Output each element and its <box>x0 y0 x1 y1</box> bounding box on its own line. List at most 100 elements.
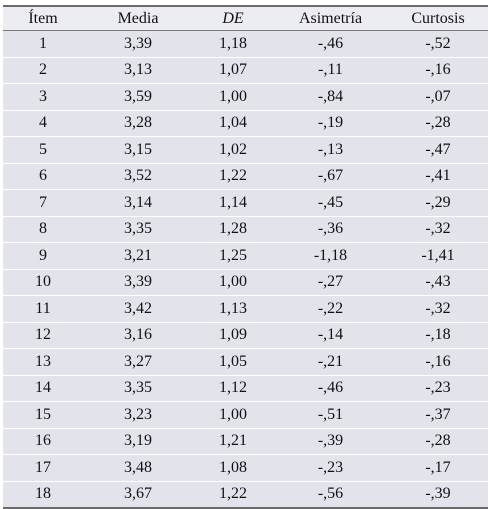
cell-skewness: -,46 <box>273 30 388 58</box>
cell-item: 1 <box>3 30 83 58</box>
table-row: 4 3,28 1,04 -,19 -,28 <box>3 110 488 137</box>
cell-mean: 3,14 <box>83 189 193 217</box>
table-row: 12 3,16 1,09 -,14 -,18 <box>3 322 488 349</box>
cell-kurtosis: -,29 <box>388 189 488 217</box>
table-row: 15 3,23 1,00 -,51 -,37 <box>3 401 488 429</box>
cell-sd: 1,04 <box>193 110 273 137</box>
cell-sd: 1,18 <box>193 30 273 58</box>
cell-skewness: -,51 <box>273 401 388 429</box>
cell-skewness: -,27 <box>273 269 388 296</box>
cell-sd: 1,07 <box>193 57 273 84</box>
cell-skewness: -,21 <box>273 348 388 376</box>
cell-sd: 1,08 <box>193 454 273 482</box>
cell-item: 2 <box>3 57 83 84</box>
cell-mean: 3,15 <box>83 136 193 164</box>
cell-mean: 3,52 <box>83 163 193 190</box>
cell-item: 9 <box>3 242 83 270</box>
cell-mean: 3,42 <box>83 295 193 323</box>
cell-kurtosis: -,17 <box>388 454 488 482</box>
cell-sd: 1,21 <box>193 428 273 455</box>
cell-sd: 1,25 <box>193 242 273 270</box>
cell-skewness: -,13 <box>273 136 388 164</box>
header-skewness: Asimetría <box>273 5 388 31</box>
descriptive-stats-table: Ítem Media DE Asimetría Curtosis 1 3,39 1,… <box>3 5 488 509</box>
cell-kurtosis: -,39 <box>388 481 488 509</box>
cell-item: 6 <box>3 163 83 190</box>
cell-sd: 1,28 <box>193 216 273 243</box>
header-mean: Media <box>83 5 193 31</box>
cell-sd: 1,09 <box>193 322 273 349</box>
cell-skewness: -1,18 <box>273 242 388 270</box>
table-row: 16 3,19 1,21 -,39 -,28 <box>3 428 488 455</box>
cell-skewness: -,14 <box>273 322 388 349</box>
cell-mean: 3,19 <box>83 428 193 455</box>
cell-sd: 1,00 <box>193 269 273 296</box>
cell-sd: 1,00 <box>193 83 273 111</box>
header-sd: DE <box>193 5 273 31</box>
cell-mean: 3,35 <box>83 216 193 243</box>
cell-kurtosis: -,16 <box>388 57 488 84</box>
cell-item: 14 <box>3 375 83 402</box>
cell-sd: 1,02 <box>193 136 273 164</box>
cell-mean: 3,67 <box>83 481 193 509</box>
cell-mean: 3,16 <box>83 322 193 349</box>
table-row: 9 3,21 1,25 -1,18 -1,41 <box>3 242 488 270</box>
cell-skewness: -,45 <box>273 189 388 217</box>
cell-mean: 3,39 <box>83 30 193 58</box>
table-row: 5 3,15 1,02 -,13 -,47 <box>3 136 488 164</box>
cell-sd: 1,14 <box>193 189 273 217</box>
table-row: 13 3,27 1,05 -,21 -,16 <box>3 348 488 376</box>
cell-skewness: -,11 <box>273 57 388 84</box>
cell-item: 11 <box>3 295 83 323</box>
cell-kurtosis: -,32 <box>388 216 488 243</box>
cell-sd: 1,22 <box>193 481 273 509</box>
cell-sd: 1,13 <box>193 295 273 323</box>
cell-kurtosis: -,52 <box>388 30 488 58</box>
table-row: 7 3,14 1,14 -,45 -,29 <box>3 189 488 217</box>
table-row: 1 3,39 1,18 -,46 -,52 <box>3 30 488 58</box>
cell-sd: 1,00 <box>193 401 273 429</box>
table-row: 18 3,67 1,22 -,56 -,39 <box>3 481 488 509</box>
cell-item: 18 <box>3 481 83 509</box>
cell-kurtosis: -,07 <box>388 83 488 111</box>
cell-mean: 3,23 <box>83 401 193 429</box>
cell-kurtosis: -,28 <box>388 428 488 455</box>
cell-kurtosis: -,37 <box>388 401 488 429</box>
cell-mean: 3,21 <box>83 242 193 270</box>
cell-mean: 3,13 <box>83 57 193 84</box>
cell-item: 3 <box>3 83 83 111</box>
cell-mean: 3,48 <box>83 454 193 482</box>
cell-sd: 1,22 <box>193 163 273 190</box>
cell-mean: 3,39 <box>83 269 193 296</box>
table-row: 11 3,42 1,13 -,22 -,32 <box>3 295 488 323</box>
cell-item: 10 <box>3 269 83 296</box>
table-row: 2 3,13 1,07 -,11 -,16 <box>3 57 488 84</box>
table-row: 10 3,39 1,00 -,27 -,43 <box>3 269 488 296</box>
cell-skewness: -,22 <box>273 295 388 323</box>
cell-mean: 3,59 <box>83 83 193 111</box>
cell-kurtosis: -,32 <box>388 295 488 323</box>
cell-kurtosis: -,47 <box>388 136 488 164</box>
table-row: 3 3,59 1,00 -,84 -,07 <box>3 83 488 111</box>
cell-sd: 1,12 <box>193 375 273 402</box>
cell-skewness: -,56 <box>273 481 388 509</box>
cell-item: 17 <box>3 454 83 482</box>
cell-skewness: -,46 <box>273 375 388 402</box>
table-row: 6 3,52 1,22 -,67 -,41 <box>3 163 488 190</box>
cell-item: 13 <box>3 348 83 376</box>
table-row: 14 3,35 1,12 -,46 -,23 <box>3 375 488 402</box>
header-kurtosis: Curtosis <box>388 5 488 31</box>
cell-skewness: -,23 <box>273 454 388 482</box>
cell-kurtosis: -,23 <box>388 375 488 402</box>
cell-kurtosis: -,16 <box>388 348 488 376</box>
cell-item: 7 <box>3 189 83 217</box>
cell-skewness: -,19 <box>273 110 388 137</box>
header-item: Ítem <box>3 5 83 31</box>
cell-kurtosis: -,18 <box>388 322 488 349</box>
cell-item: 15 <box>3 401 83 429</box>
table-row: 17 3,48 1,08 -,23 -,17 <box>3 454 488 482</box>
table-row: 8 3,35 1,28 -,36 -,32 <box>3 216 488 243</box>
cell-item: 4 <box>3 110 83 137</box>
table-header-row: Ítem Media DE Asimetría Curtosis <box>3 5 488 31</box>
cell-item: 8 <box>3 216 83 243</box>
